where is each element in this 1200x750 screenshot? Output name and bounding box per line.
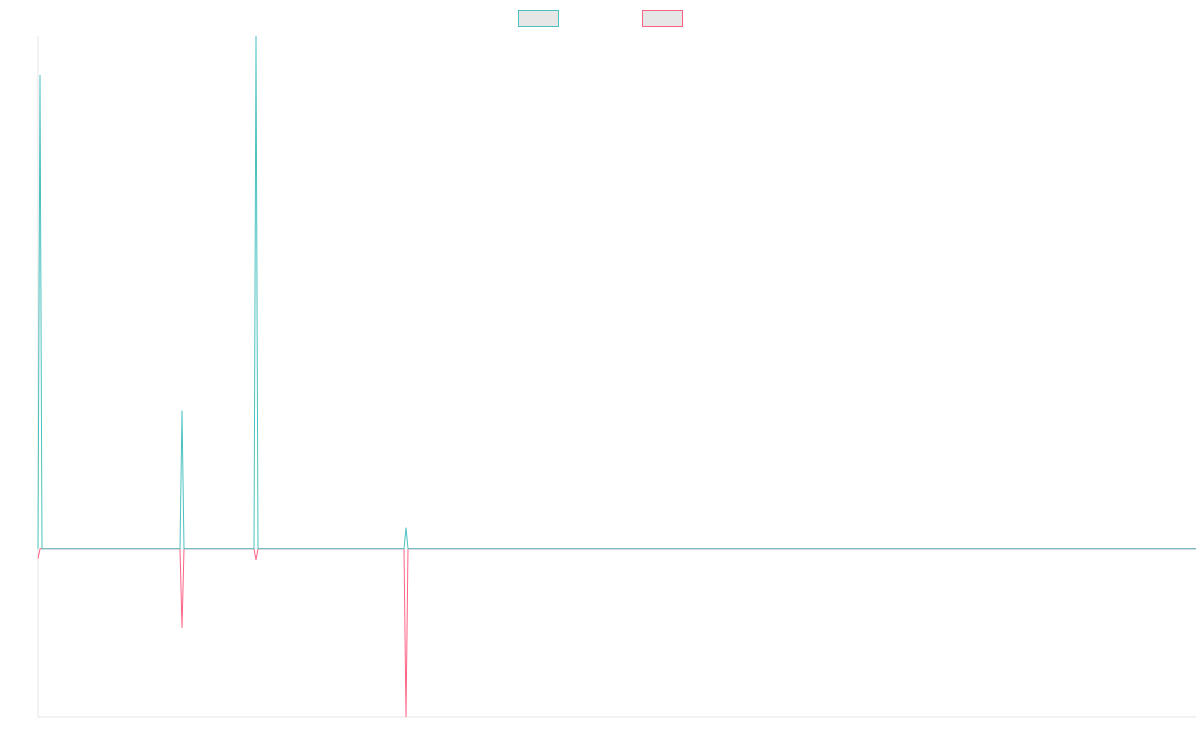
axes [37, 36, 1196, 718]
legend-swatch-2[interactable] [642, 10, 683, 27]
series-line-1 [37, 35, 1196, 550]
series-line-2 [37, 548, 1196, 718]
legend [518, 10, 683, 27]
legend-swatch-1[interactable] [518, 10, 559, 27]
plot-area [37, 35, 1196, 718]
